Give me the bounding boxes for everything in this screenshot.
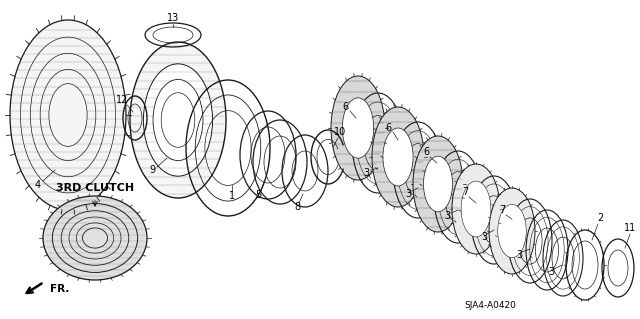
Text: SJA4-A0420: SJA4-A0420	[464, 301, 516, 310]
Ellipse shape	[461, 181, 491, 237]
Text: 3: 3	[444, 211, 450, 221]
Ellipse shape	[143, 64, 212, 176]
Text: 6: 6	[385, 123, 391, 133]
Text: 12: 12	[116, 95, 128, 105]
Text: 3: 3	[481, 232, 487, 242]
Text: FR.: FR.	[51, 284, 70, 294]
Text: 8: 8	[294, 202, 300, 212]
Text: 9: 9	[149, 165, 155, 175]
Text: 1: 1	[229, 191, 235, 201]
Text: 3RD CLUTCH: 3RD CLUTCH	[56, 183, 134, 193]
Ellipse shape	[43, 196, 147, 280]
Ellipse shape	[452, 164, 500, 254]
Text: 7: 7	[462, 187, 468, 197]
Ellipse shape	[342, 98, 374, 158]
Text: 2: 2	[597, 213, 603, 223]
Ellipse shape	[10, 20, 126, 210]
Ellipse shape	[413, 136, 463, 232]
Ellipse shape	[383, 128, 413, 186]
Text: 3: 3	[363, 168, 369, 178]
Ellipse shape	[130, 42, 226, 198]
Text: 7: 7	[499, 205, 505, 215]
Ellipse shape	[153, 79, 203, 160]
Text: 4: 4	[35, 180, 41, 190]
Text: 13: 13	[167, 13, 179, 23]
Text: 3: 3	[548, 267, 554, 277]
Text: 3: 3	[405, 189, 411, 199]
Text: 6: 6	[342, 102, 348, 112]
Ellipse shape	[161, 93, 195, 147]
Text: 11: 11	[624, 223, 636, 233]
Ellipse shape	[424, 156, 452, 212]
Ellipse shape	[331, 76, 385, 180]
Text: 10: 10	[334, 127, 346, 137]
Text: 3: 3	[516, 250, 522, 260]
Ellipse shape	[372, 107, 424, 207]
Ellipse shape	[498, 204, 526, 258]
Ellipse shape	[489, 188, 535, 274]
Text: 6: 6	[423, 147, 429, 157]
Text: 5: 5	[255, 190, 261, 200]
